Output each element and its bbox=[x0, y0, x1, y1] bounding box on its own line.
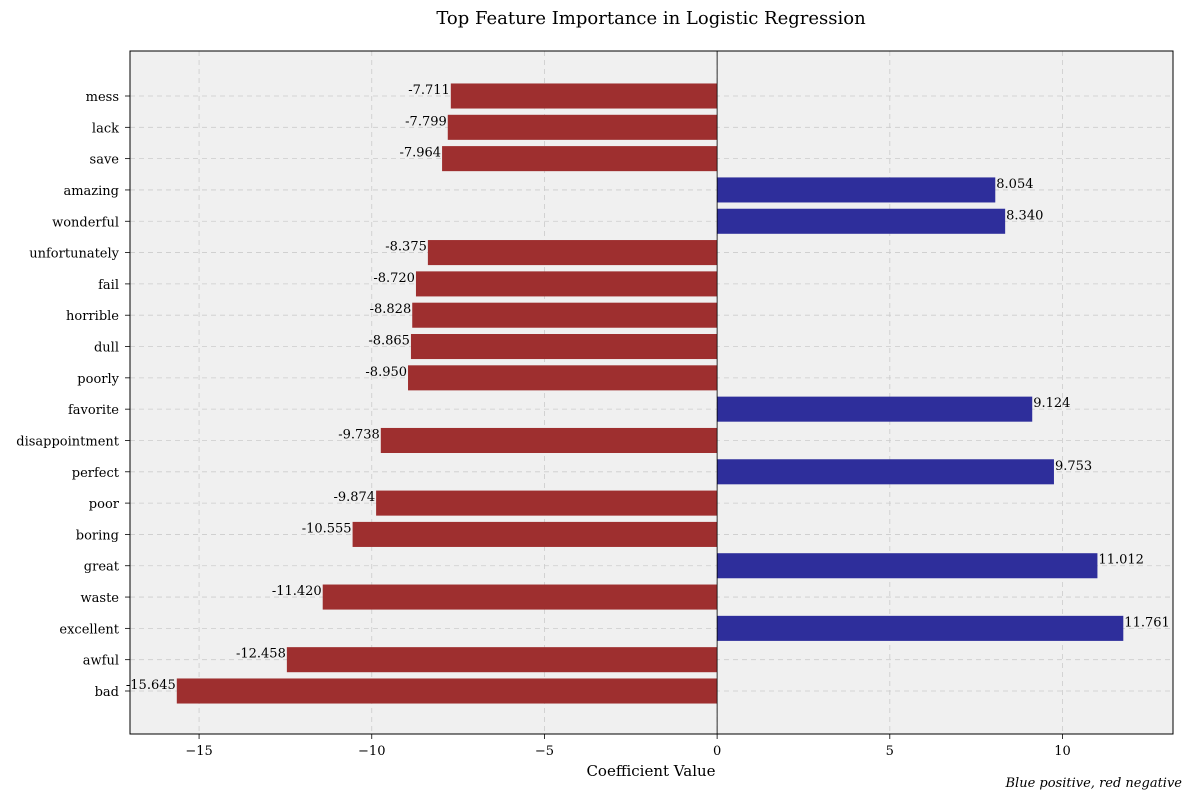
value-label-awful: -12.458 bbox=[236, 647, 286, 662]
y-tick-label-fail: fail bbox=[98, 278, 119, 293]
value-label-bad: -15.645 bbox=[126, 678, 176, 693]
y-tick-label-horrible: horrible bbox=[66, 309, 119, 324]
bar-amazing bbox=[717, 177, 996, 203]
y-axis-ticks: mess lack save amazing wonderful unfortunatel… bbox=[16, 90, 130, 700]
bar-fail bbox=[415, 271, 718, 297]
value-label-favorite: 9.124 bbox=[1033, 396, 1070, 411]
y-tick-label-unfortunately: unfortunately bbox=[29, 247, 119, 262]
value-labels: -7.711 -7.799 -7.964 8.054 8.340 -8.375 -8.720… bbox=[126, 83, 1170, 693]
x-tick-label: −10 bbox=[358, 744, 385, 759]
bar-awful bbox=[286, 647, 718, 673]
value-label-waste: -11.420 bbox=[272, 584, 322, 599]
x-tick-label: 10 bbox=[1054, 744, 1071, 759]
value-label-excellent: 11.761 bbox=[1124, 615, 1170, 630]
x-tick-label: −5 bbox=[535, 744, 554, 759]
bar-boring bbox=[352, 521, 718, 547]
y-tick-label-poorly: poorly bbox=[77, 372, 119, 387]
x-axis-label: Coefficient Value bbox=[586, 762, 715, 780]
y-tick-label-waste: waste bbox=[81, 591, 120, 606]
value-label-save: -7.964 bbox=[399, 146, 441, 161]
bar-favorite bbox=[717, 396, 1033, 422]
bar-save bbox=[442, 146, 718, 172]
y-tick-label-mess: mess bbox=[86, 90, 119, 105]
y-tick-label-lack: lack bbox=[92, 121, 119, 136]
value-label-disappointment: -9.738 bbox=[338, 427, 380, 442]
bar-lack bbox=[447, 114, 718, 140]
value-label-poorly: -8.950 bbox=[365, 365, 407, 380]
value-label-unfortunately: -8.375 bbox=[385, 240, 427, 255]
y-tick-label-save: save bbox=[90, 153, 120, 168]
value-label-lack: -7.799 bbox=[405, 114, 447, 129]
y-tick-label-poor: poor bbox=[89, 497, 120, 512]
y-tick-label-amazing: amazing bbox=[63, 184, 119, 199]
value-label-great: 11.012 bbox=[1098, 553, 1144, 568]
plot-frame bbox=[129, 50, 1174, 735]
y-tick-label-bad: bad bbox=[95, 685, 119, 700]
y-tick-label-perfect: perfect bbox=[72, 466, 120, 481]
bar-unfortunately bbox=[427, 240, 718, 266]
bar-horrible bbox=[412, 302, 718, 328]
bar-disappointment bbox=[380, 427, 718, 453]
bar-wonderful bbox=[717, 208, 1006, 234]
y-tick-label-boring: boring bbox=[76, 528, 119, 543]
y-tick-label-favorite: favorite bbox=[68, 403, 119, 418]
value-label-amazing: 8.054 bbox=[996, 177, 1033, 192]
x-tick-label: −15 bbox=[185, 744, 212, 759]
value-label-perfect: 9.753 bbox=[1055, 459, 1092, 474]
bar-waste bbox=[322, 584, 718, 610]
y-tick-label-great: great bbox=[84, 560, 120, 575]
bar-poorly bbox=[408, 365, 718, 391]
x-axis-ticks: −15 −10 −5 0 5 10 bbox=[185, 734, 1071, 759]
bar-great bbox=[717, 553, 1098, 579]
color-legend-note: Blue positive, red negative bbox=[1005, 776, 1183, 791]
value-label-poor: -9.874 bbox=[333, 490, 375, 505]
y-tick-label-dull: dull bbox=[94, 341, 119, 356]
bar-poor bbox=[376, 490, 718, 516]
bar-perfect bbox=[717, 459, 1054, 485]
bar-dull bbox=[410, 334, 718, 360]
bar-excellent bbox=[717, 615, 1124, 641]
value-label-horrible: -8.828 bbox=[370, 302, 412, 317]
y-tick-label-wonderful: wonderful bbox=[52, 215, 119, 230]
y-tick-label-excellent: excellent bbox=[59, 622, 119, 637]
value-label-boring: -10.555 bbox=[302, 521, 352, 536]
x-tick-label: 5 bbox=[886, 744, 894, 759]
bars bbox=[176, 83, 1124, 704]
value-label-mess: -7.711 bbox=[408, 83, 450, 98]
value-label-fail: -8.720 bbox=[373, 271, 415, 286]
value-label-dull: -8.865 bbox=[368, 334, 410, 349]
bar-mess bbox=[450, 83, 718, 109]
chart-title: Top Feature Importance in Logistic Regre… bbox=[436, 8, 866, 29]
bar-bad bbox=[176, 678, 718, 704]
x-tick-label: 0 bbox=[713, 744, 721, 759]
y-tick-label-awful: awful bbox=[83, 654, 119, 669]
y-tick-label-disappointment: disappointment bbox=[16, 434, 120, 449]
value-label-wonderful: 8.340 bbox=[1006, 208, 1043, 223]
